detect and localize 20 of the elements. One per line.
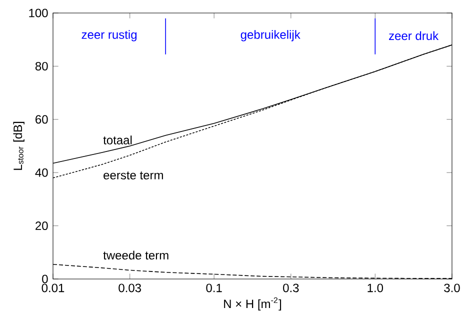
annotation: zeer rustig [82,30,137,42]
y-tick-label: 80 [35,62,48,70]
series-label: tweede term [103,250,168,260]
y-tick-label: 60 [36,115,48,124]
y-tick-label: 20 [36,222,48,230]
annotation: zeer druk [389,31,439,40]
x-tick-label: 0.03 [118,284,141,292]
x-axis-title: N × H [m$^{-2}$] [224,297,282,311]
annotation: gebruikelijk [240,30,300,42]
series-label: eerste term [104,172,163,180]
x-tick-label: 1.0 [368,284,384,292]
x-tick-label: 0.01 [42,284,64,292]
y-tick-label: 0 [42,274,48,284]
series-label: totaal [103,136,132,144]
x-tick-label: 0.1 [206,284,222,292]
y-tick-label: 100 [29,8,48,18]
x-tick-label: 0.3 [283,284,299,292]
y-axis-title: L$_{stoor}$ [dB] [13,122,24,170]
x-tick-label: 3.0 [444,284,460,292]
y-tick-label: 40 [35,168,48,177]
